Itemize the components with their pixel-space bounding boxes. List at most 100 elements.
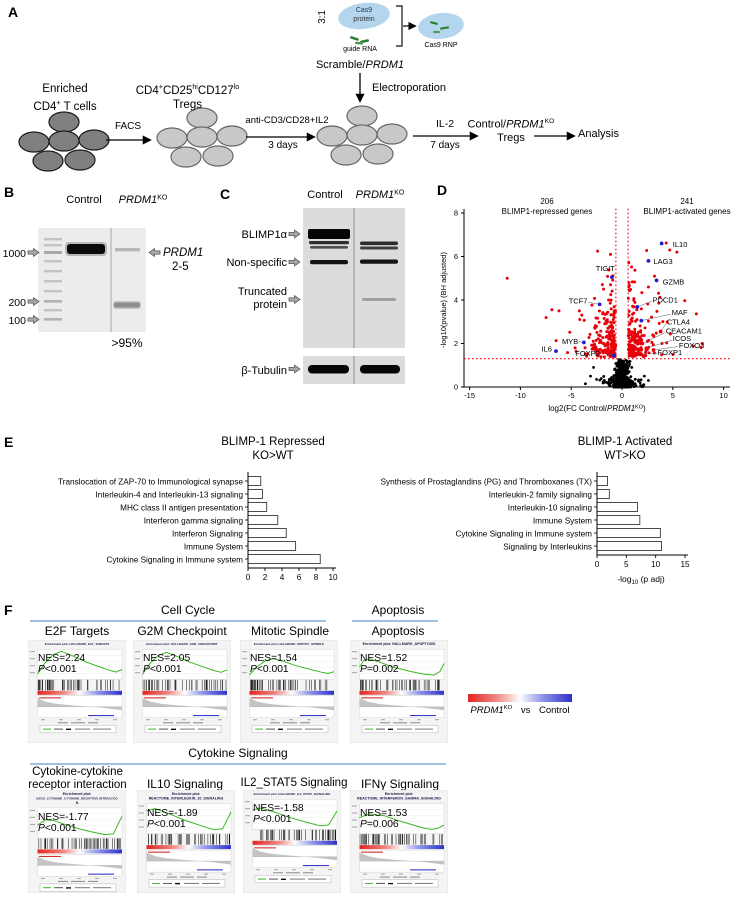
ranking-metric-area: [359, 852, 444, 865]
gene-leader-line: [587, 301, 600, 305]
bar: [247, 541, 297, 551]
activated-count: 241: [680, 197, 694, 206]
enrichment-curve: [142, 651, 228, 675]
gsea-title-line: Enrichment plot: HALLMARK_IL2_STAT5_SIGN…: [254, 792, 331, 796]
gene-point-lag3: [646, 258, 651, 263]
bar-x-tick-label: 15: [680, 560, 690, 569]
ladder-200: 200: [8, 297, 26, 309]
ranking-metric-area: [142, 698, 227, 711]
gsea-plot-3: Enrichment plot: HALLMARK_MITOTIC_SPINDL…: [240, 640, 338, 743]
group-header-apoptosis: Apoptosis: [371, 603, 425, 617]
gene-point-foxp3: [611, 353, 616, 358]
panel-a-label: A: [8, 4, 19, 20]
nes-value: NES=1.54: [250, 653, 298, 665]
gene-leader-line: [653, 346, 678, 351]
gel-lane1-header: Control: [66, 194, 101, 206]
enrichment-curve: [37, 650, 123, 675]
ranking-metric-area: [252, 848, 337, 861]
blot-bands-control: [308, 229, 350, 265]
x-tick-label: 10: [719, 391, 727, 400]
step1-line1: Enriched: [42, 83, 88, 95]
p-value: P<0.001: [250, 664, 289, 676]
nes-value: NES=1.53: [360, 807, 408, 819]
gsea-stats: NES=1.52 P=0.002: [360, 653, 407, 675]
tubulin-band-control: [308, 365, 349, 374]
il2-days-label: 7 days: [430, 140, 460, 151]
step2-label: CD4+CD25hiCD127lo Tregs: [120, 80, 255, 112]
bar-x-tick-label: 4: [280, 573, 285, 582]
truncated-label-2: protein: [253, 299, 287, 311]
gsea-stats: NES=-1.89 P<0.001: [147, 808, 198, 830]
enrichment-curve: [359, 658, 445, 676]
bar-x-tick-label: 8: [314, 573, 319, 582]
cas9-label: Cas9: [355, 7, 373, 14]
enrichment-curve: [249, 658, 335, 676]
bar: [596, 489, 610, 499]
bar: [596, 502, 638, 512]
gsea-plot-1: Enrichment plot: HALLMARK_E2F_TARGETS NES…: [28, 640, 126, 743]
band-gene-label: PRDM1: [163, 247, 203, 259]
gel-lane2-header: PRDM1KO: [119, 194, 168, 206]
gsea-stats: NES=-1.58 P<0.001: [253, 803, 304, 825]
bar-category-label: Interleukin-4 and Interleukin-13 signali…: [96, 490, 244, 499]
bar-left-title: BLIMP-1 Repressed KO>WT: [173, 436, 373, 463]
gsea-legend-gradient: [468, 694, 572, 702]
stim-days-label: 3 days: [268, 140, 298, 151]
gel-ladder-bands: [44, 238, 62, 321]
subtitle-mitotic: Mitotic Spindle: [250, 624, 330, 638]
bar-chart-activated: Synthesis of Prostaglandins (PG) and Thr…: [381, 472, 690, 586]
subtitle-il2stat5: IL2_STAT5 Signaling: [240, 777, 348, 789]
legend-vs: vs: [520, 705, 531, 717]
subtitle-ifng: IFNγ Signaling: [360, 777, 440, 791]
y-tick-label: 4: [454, 296, 458, 305]
gene-point-pdcd1: [635, 305, 640, 309]
ko-truncated-band: [114, 302, 140, 308]
x-tick-label: 0: [620, 391, 624, 400]
gene-label-tigit: TIGIT: [596, 264, 616, 273]
ladder-arrow-icons: [27, 247, 40, 325]
ko-residual-band: [115, 248, 140, 252]
gene-point-foxp1: [638, 352, 643, 357]
gsea-title-line: KEGG_CYTOKINE_CYTOKINE_RECEPTOR_INTERACT…: [36, 797, 118, 801]
tubulin-label: β-Tubulin: [241, 365, 287, 377]
scramble-gene: PRDM1: [365, 59, 405, 71]
gene-point-myb: [582, 340, 586, 345]
ranking-metric-area: [146, 852, 231, 865]
gene-label-maf: MAF: [672, 308, 688, 317]
gene-point-gzmb: [654, 278, 659, 283]
nes-value: NES=-1.89: [147, 807, 198, 819]
ranking-metric-area: [37, 698, 122, 711]
repressed-caption: BLIMP1-repressed genes: [502, 207, 593, 216]
step2-line1: CD4+CD25hiCD127lo: [135, 83, 240, 97]
gsea-stats: NES=2.24 P<0.001: [38, 653, 85, 675]
scramble-label: Scramble/PRDM1: [295, 59, 425, 71]
bar-left-title-line1: BLIMP-1 Repressed: [221, 436, 325, 448]
bar-x-tick-label: 0: [595, 560, 600, 569]
gsea-title-line: Enrichment plot:: [172, 792, 201, 796]
cytokine-underline: [30, 763, 446, 765]
ranking-metric-area: [249, 698, 334, 711]
enrichment-curve: [252, 807, 338, 827]
p-value: P=0.006: [360, 818, 399, 830]
gsea-stats: NES=1.54 P<0.001: [250, 653, 297, 675]
ranking-metric-area: [359, 698, 444, 711]
blot-row-labels: BLIMP1α Non-specific Truncated protein β…: [226, 229, 287, 377]
blimp1a-label: BLIMP1α: [242, 229, 288, 241]
gsea-title-line: Enrichment plot: HALLMARK_MITOTIC_SPINDL…: [254, 642, 324, 646]
subtitle-apoptosis: Apoptosis: [371, 624, 425, 638]
bar: [247, 515, 279, 525]
gene-leader-line: [637, 300, 653, 308]
gene-point-il6: [554, 349, 558, 354]
enrichment-curve: [359, 813, 445, 830]
control-band: [67, 244, 105, 254]
gsea-title-line: REACTOME_INTERLEUKIN_10_SIGNALING: [149, 797, 224, 801]
group-header-cell-cycle: Cell Cycle: [160, 603, 215, 617]
p-value: P<0.001: [143, 664, 182, 676]
bar-category-label: Interleukin-2 family signaling: [489, 490, 593, 499]
gene-label-ctla4: CTLA4: [667, 317, 690, 326]
volcano-plot: 206 BLIMP1-repressed genes 241 BLIMP1-ac…: [439, 197, 731, 413]
legend-sup: KO: [503, 705, 513, 711]
ladder-100: 100: [8, 315, 26, 327]
panel-d-label: D: [437, 182, 448, 198]
gene-label-ceacam1: CEACAM1: [666, 326, 702, 335]
